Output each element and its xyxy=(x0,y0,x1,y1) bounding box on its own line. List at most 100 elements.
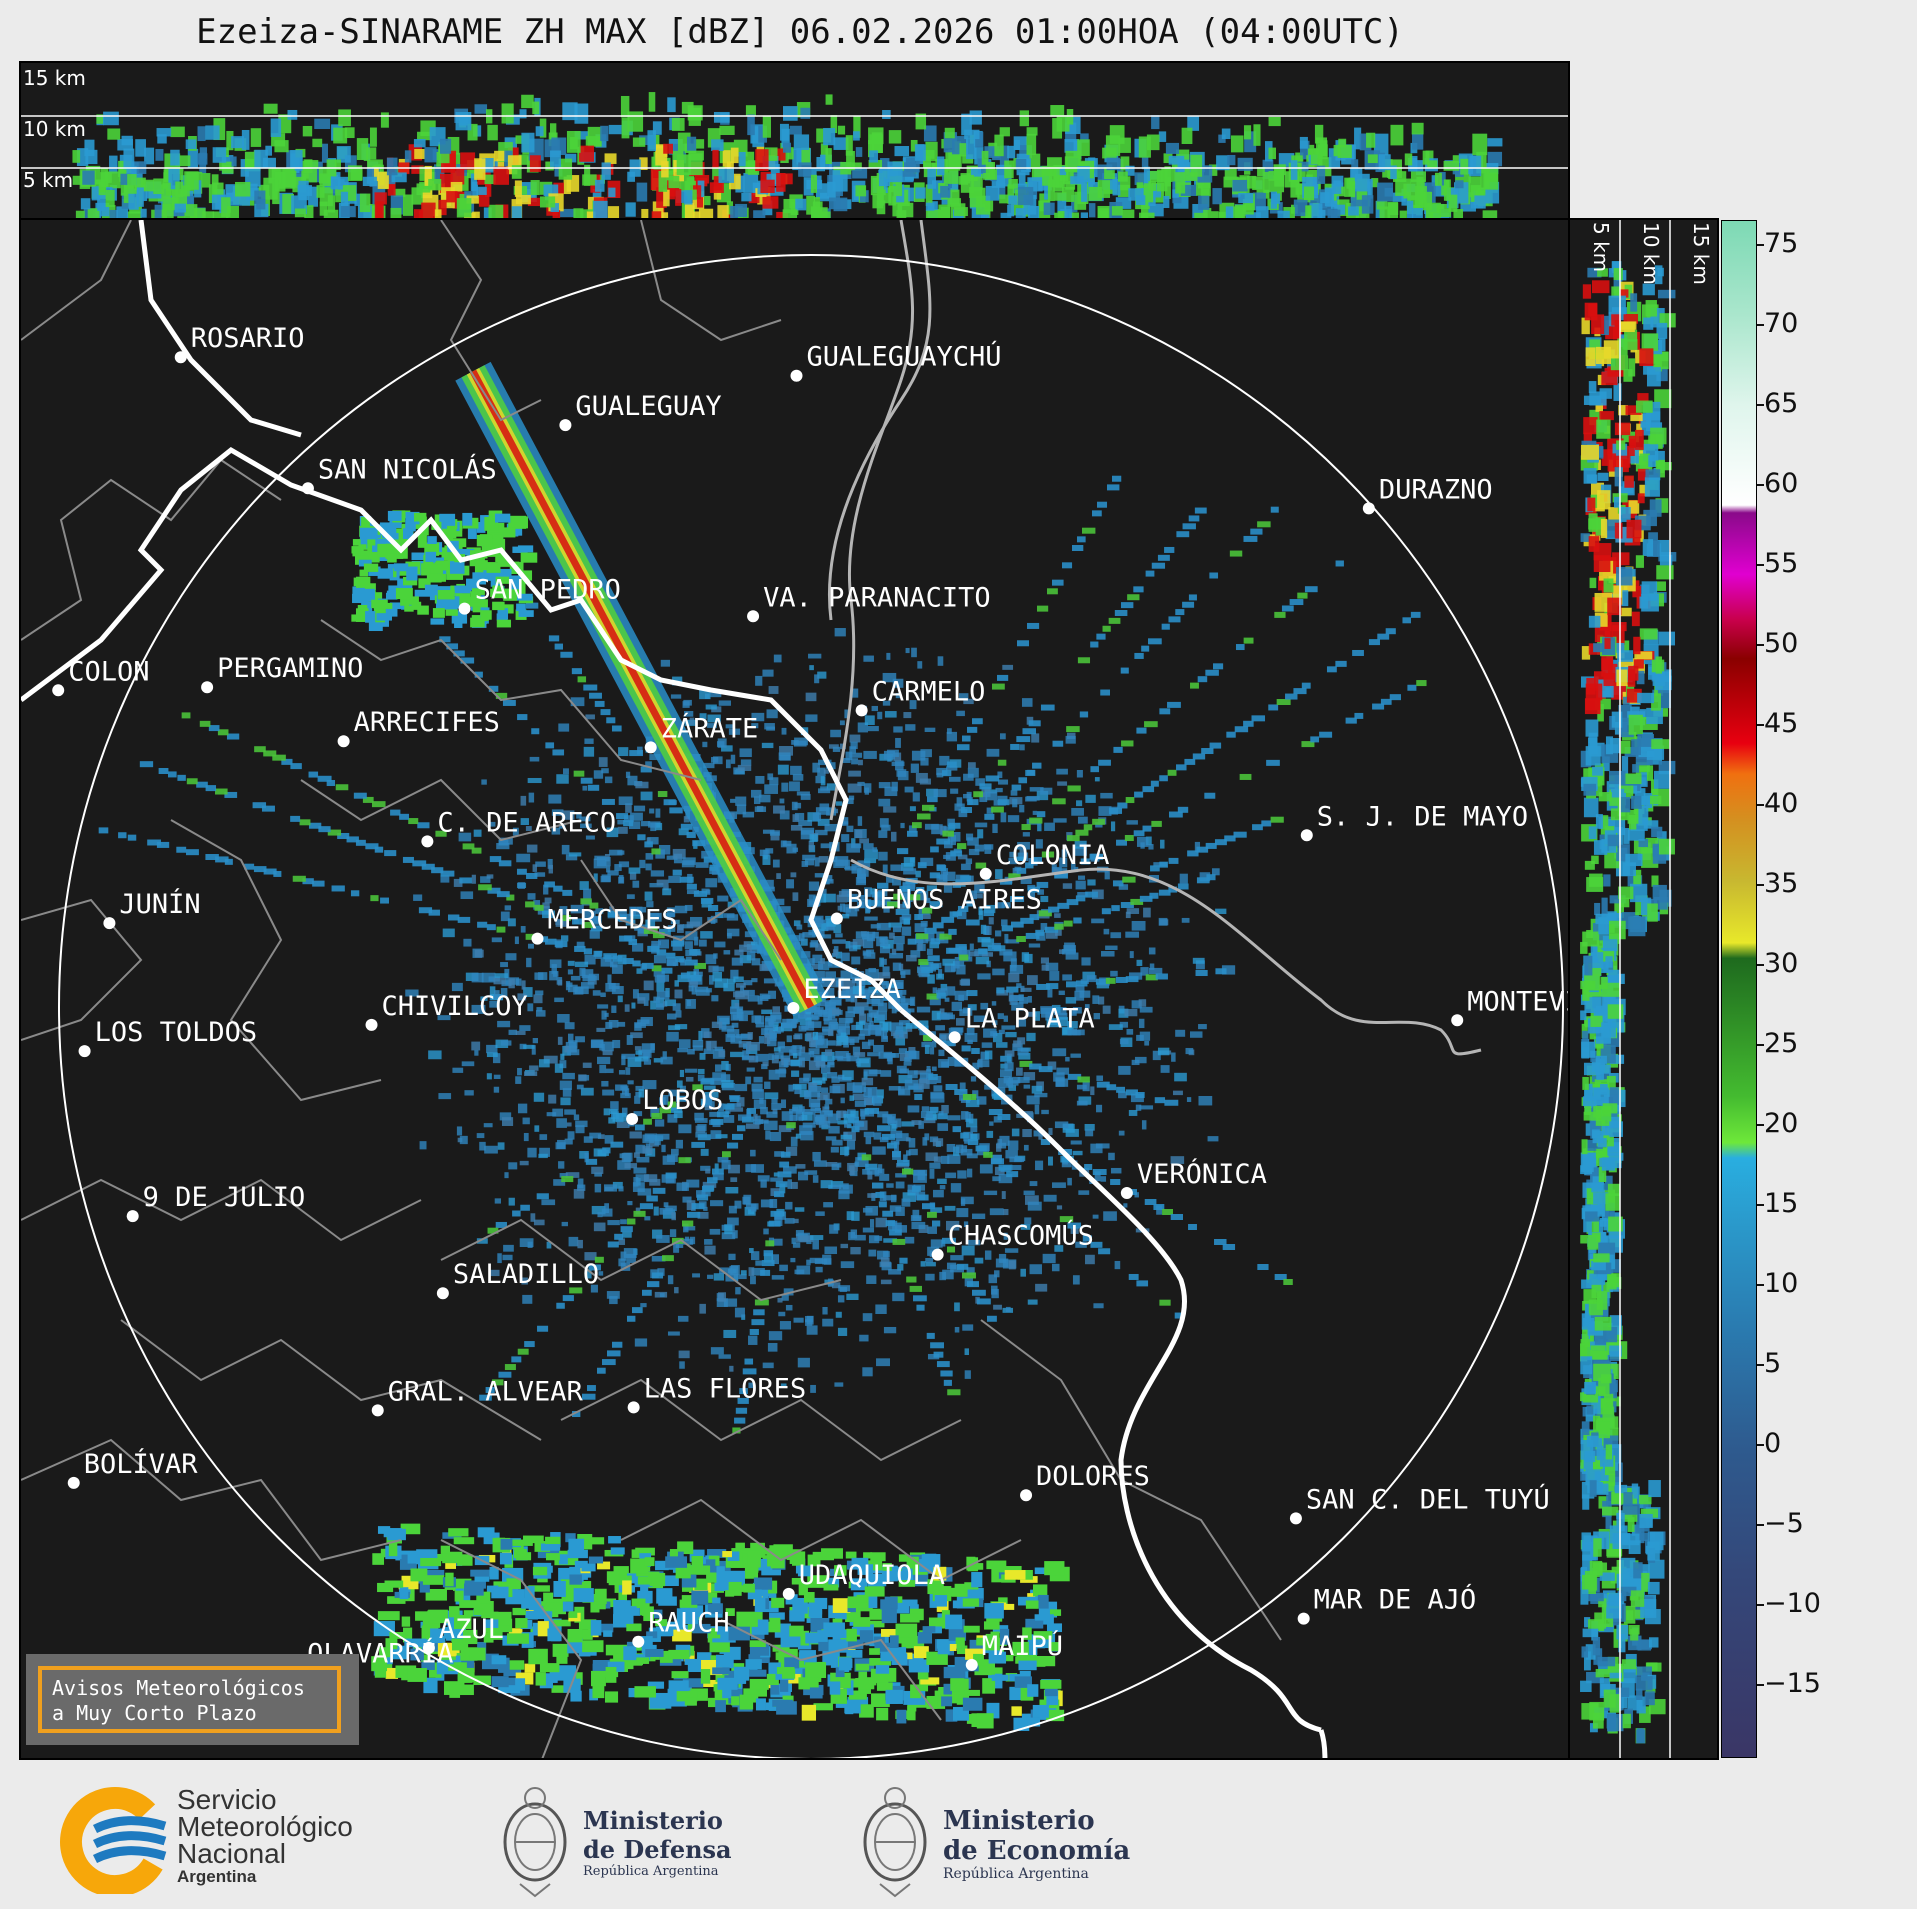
city-label: CHASCOMÚS xyxy=(948,1220,1094,1252)
top-label-5km: 5 km xyxy=(23,168,73,192)
city-label: UDAQUIOLA xyxy=(799,1560,945,1591)
city-label: ZÁRATE xyxy=(661,712,759,744)
city-label: BUENOS AIRES xyxy=(847,885,1042,916)
city-label: ARRECIFES xyxy=(354,707,500,738)
city-label: CARMELO xyxy=(872,676,986,707)
colorbar-tick: −15 xyxy=(1757,1668,1821,1699)
city-marker xyxy=(931,1248,944,1261)
colorbar-tick: 75 xyxy=(1756,228,1799,259)
city-label: MONTEVIDEO xyxy=(1467,986,1570,1017)
city-marker xyxy=(126,1210,139,1223)
city-label: CHIVILCOY xyxy=(382,991,528,1022)
city-marker xyxy=(1300,829,1313,842)
city-marker xyxy=(1020,1489,1033,1502)
city-label: GRAL. ALVEAR xyxy=(388,1376,584,1407)
map-title: Ezeiza-SINARAME ZH MAX [dBZ] 06.02.2026 … xyxy=(196,12,1404,52)
top-label-15km: 15 km xyxy=(23,66,86,90)
city-marker xyxy=(979,867,992,880)
city-label: COLONIA xyxy=(996,840,1110,871)
city-marker xyxy=(644,741,657,754)
side-label-10km: 10 km xyxy=(1639,222,1663,285)
city-label: RAUCH xyxy=(648,1608,729,1639)
radar-map-panel: ROSARIO GUALEGUAYCHÚ GUALEGUAY SAN NICOLÁS D… xyxy=(19,218,1570,1760)
city-marker xyxy=(52,684,65,697)
city-marker xyxy=(1289,1512,1302,1525)
defensa-line-2: de Defensa xyxy=(583,1835,732,1864)
city-marker xyxy=(174,351,187,364)
city-marker xyxy=(965,1658,978,1671)
colorbar-tick: 55 xyxy=(1756,548,1799,579)
colorbar-tick: 50 xyxy=(1756,628,1799,659)
city-label: BOLÍVAR xyxy=(84,1448,199,1480)
top-label-10km: 10 km xyxy=(23,117,86,141)
smn-line-2: Meteorológico xyxy=(177,1811,353,1842)
city-marker xyxy=(782,1587,795,1600)
city-label: LOS TOLDOS xyxy=(95,1017,258,1048)
city-marker xyxy=(78,1045,91,1058)
aviso-link[interactable]: Avisos Meteorológicos a Muy Corto Plazo xyxy=(38,1666,341,1733)
economia-line-1: Ministerio xyxy=(943,1806,1095,1836)
colorbar-tick: 35 xyxy=(1756,868,1799,899)
aviso-line-1: Avisos Meteorológicos xyxy=(52,1676,305,1700)
city-marker xyxy=(365,1018,378,1031)
city-label: VA. PARANACITO xyxy=(763,582,991,613)
colorbar-tick: 5 xyxy=(1756,1348,1782,1379)
city-marker xyxy=(1120,1187,1133,1200)
city-marker xyxy=(337,735,350,748)
city-marker xyxy=(1297,1612,1310,1625)
colorbar-tick: 25 xyxy=(1756,1028,1799,1059)
city-label: LA PLATA xyxy=(965,1003,1095,1034)
city-label: SAN NICOLÁS xyxy=(318,453,497,485)
colorbar-tick: 20 xyxy=(1756,1108,1799,1139)
city-label: VERÓNICA xyxy=(1137,1158,1267,1190)
city-label: MAR DE AJÓ xyxy=(1314,1584,1477,1616)
city-marker xyxy=(201,681,214,694)
city-label: JUNÍN xyxy=(119,888,200,920)
range-ring xyxy=(58,254,1564,1758)
city-label: COLON xyxy=(68,656,149,687)
smn-line-3: Nacional xyxy=(177,1838,286,1869)
city-marker xyxy=(531,932,544,945)
city-marker xyxy=(67,1476,80,1489)
city-label: DOLORES xyxy=(1036,1461,1150,1492)
city-marker xyxy=(790,369,803,382)
city-marker xyxy=(830,912,843,925)
defensa-line-3: República Argentina xyxy=(583,1864,719,1879)
radar-map: ROSARIO GUALEGUAYCHÚ GUALEGUAY SAN NICOLÁS D… xyxy=(21,220,1570,1758)
smn-logo-text: Servicio Meteorológico Nacional Argentin… xyxy=(177,1786,353,1887)
city-marker xyxy=(436,1287,449,1300)
economia-line-2: de Economía xyxy=(943,1836,1131,1866)
top-cross-section-panel: 15 km 10 km 5 km xyxy=(19,61,1570,220)
city-label: MERCEDES xyxy=(547,905,677,936)
top-cross-section-plot: 15 km 10 km 5 km xyxy=(21,66,1568,218)
colorbar xyxy=(1721,220,1757,1758)
economia-seal-icon xyxy=(863,1787,927,1898)
footer: Servicio Meteorológico Nacional Argentin… xyxy=(0,1762,1917,1909)
city-marker xyxy=(1451,1014,1464,1027)
city-marker xyxy=(787,1001,800,1014)
economia-text: Ministerio de Economía República Argenti… xyxy=(943,1806,1130,1882)
city-marker xyxy=(458,602,471,615)
city-marker xyxy=(855,704,868,717)
aviso-line-2: a Muy Corto Plazo xyxy=(52,1701,257,1725)
city-marker xyxy=(371,1404,384,1417)
smn-line-1: Servicio xyxy=(177,1784,277,1815)
economia-line-3: República Argentina xyxy=(943,1866,1089,1882)
side-cross-section-panel: 5 km 10 km 15 km xyxy=(1568,218,1719,1760)
city-marker xyxy=(632,1635,645,1648)
city-marker xyxy=(626,1112,639,1125)
city-label: SAN C. DEL TUYÚ xyxy=(1306,1483,1550,1515)
side-cross-section-plot: 5 km 10 km 15 km xyxy=(1580,220,1713,1758)
colorbar-tick: 10 xyxy=(1756,1268,1799,1299)
city-marker xyxy=(1362,502,1375,515)
city-label: ROSARIO xyxy=(191,323,305,354)
colorbar-tick: 0 xyxy=(1756,1428,1782,1459)
colorbar-gradient xyxy=(1722,221,1756,1757)
city-label: SALADILLO xyxy=(453,1259,599,1290)
city-label: GUALEGUAY xyxy=(575,391,721,422)
aviso-box[interactable]: Avisos Meteorológicos a Muy Corto Plazo xyxy=(26,1654,359,1745)
colorbar-tick: 65 xyxy=(1756,388,1799,419)
city-label: SAN PEDRO xyxy=(475,575,621,606)
colorbar-tick: 15 xyxy=(1756,1188,1799,1219)
city-marker xyxy=(747,610,760,623)
